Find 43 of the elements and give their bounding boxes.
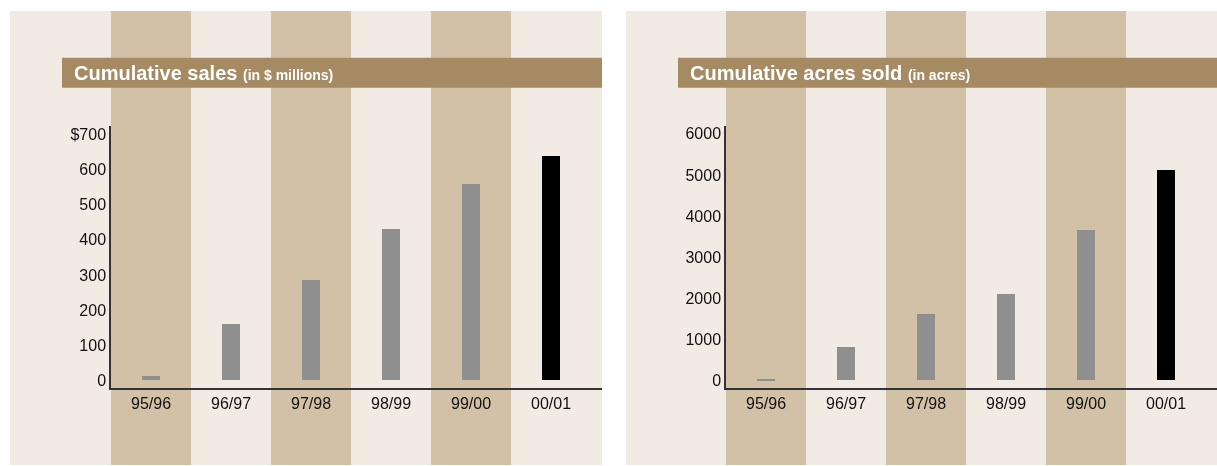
y-tick-label: 3000 [685,248,722,266]
x-tick-label: 99/00 [450,395,492,413]
x-tick-label: 99/00 [1065,395,1107,413]
x-tick-label: 95/96 [130,395,172,413]
y-tick-label: $700 [70,125,107,143]
y-tick-label: 6000 [685,125,722,143]
y-tick-label: 200 [79,301,107,319]
x-tick-label: 95/96 [745,395,787,413]
y-tick-label: 4000 [685,207,722,225]
y-tick-label: 2000 [685,289,722,307]
bar [757,379,775,382]
bar [542,156,560,381]
x-tick-label: 96/97 [210,395,252,413]
y-tick-label: 5000 [685,166,722,184]
bar [142,376,160,381]
chart-title: Cumulative sales [74,62,238,84]
y-tick-label: 0 [712,372,722,390]
y-tick-label: 500 [79,196,107,214]
x-tick-label: 00/01 [1145,395,1187,413]
x-tick-label: 97/98 [290,395,332,413]
bar [382,229,400,381]
bar [997,294,1015,381]
chart-subtitle: (in $ millions) [242,67,334,83]
x-tick-label: 98/99 [370,395,412,413]
y-tick-label: 600 [79,161,107,178]
x-tick-label: 97/98 [905,395,947,413]
bar [1077,230,1095,381]
bar [1157,170,1175,381]
x-tick-label: 96/97 [825,395,867,413]
bar [462,184,480,381]
x-tick-label: 98/99 [985,395,1027,413]
x-tick-label: 00/01 [530,395,572,413]
bar [302,280,320,381]
y-tick-label: 1000 [685,331,722,349]
bar [837,347,855,381]
bar [917,314,935,381]
y-tick-label: 100 [79,336,107,354]
chart-subtitle: (in acres) [907,67,971,83]
chart-title: Cumulative acres sold [690,62,903,84]
y-tick-label: 400 [79,231,107,249]
y-tick-label: 300 [79,266,107,284]
y-tick-label: 0 [97,372,107,390]
bar [222,324,240,381]
